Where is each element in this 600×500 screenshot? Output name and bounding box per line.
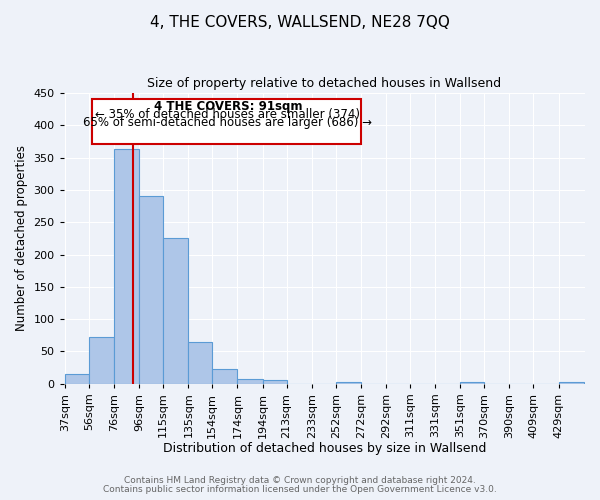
Text: Contains public sector information licensed under the Open Government Licence v3: Contains public sector information licen… [103, 485, 497, 494]
FancyBboxPatch shape [92, 99, 361, 144]
Text: 4, THE COVERS, WALLSEND, NE28 7QQ: 4, THE COVERS, WALLSEND, NE28 7QQ [150, 15, 450, 30]
Title: Size of property relative to detached houses in Wallsend: Size of property relative to detached ho… [147, 78, 502, 90]
Text: 4 THE COVERS: 91sqm: 4 THE COVERS: 91sqm [154, 100, 302, 114]
Bar [335, 382, 361, 384]
Bar [188, 342, 212, 384]
Text: ← 35% of detached houses are smaller (374): ← 35% of detached houses are smaller (37… [95, 108, 361, 121]
Text: Contains HM Land Registry data © Crown copyright and database right 2024.: Contains HM Land Registry data © Crown c… [124, 476, 476, 485]
Y-axis label: Number of detached properties: Number of detached properties [15, 146, 28, 332]
X-axis label: Distribution of detached houses by size in Wallsend: Distribution of detached houses by size … [163, 442, 486, 455]
Bar [263, 380, 287, 384]
Bar [559, 382, 584, 384]
Bar [65, 374, 89, 384]
Bar [114, 149, 139, 384]
Text: 65% of semi-detached houses are larger (686) →: 65% of semi-detached houses are larger (… [83, 116, 373, 129]
Bar [163, 238, 188, 384]
Bar [212, 370, 238, 384]
Bar [139, 196, 163, 384]
Bar [460, 382, 484, 384]
Bar [89, 336, 114, 384]
Bar [238, 379, 263, 384]
